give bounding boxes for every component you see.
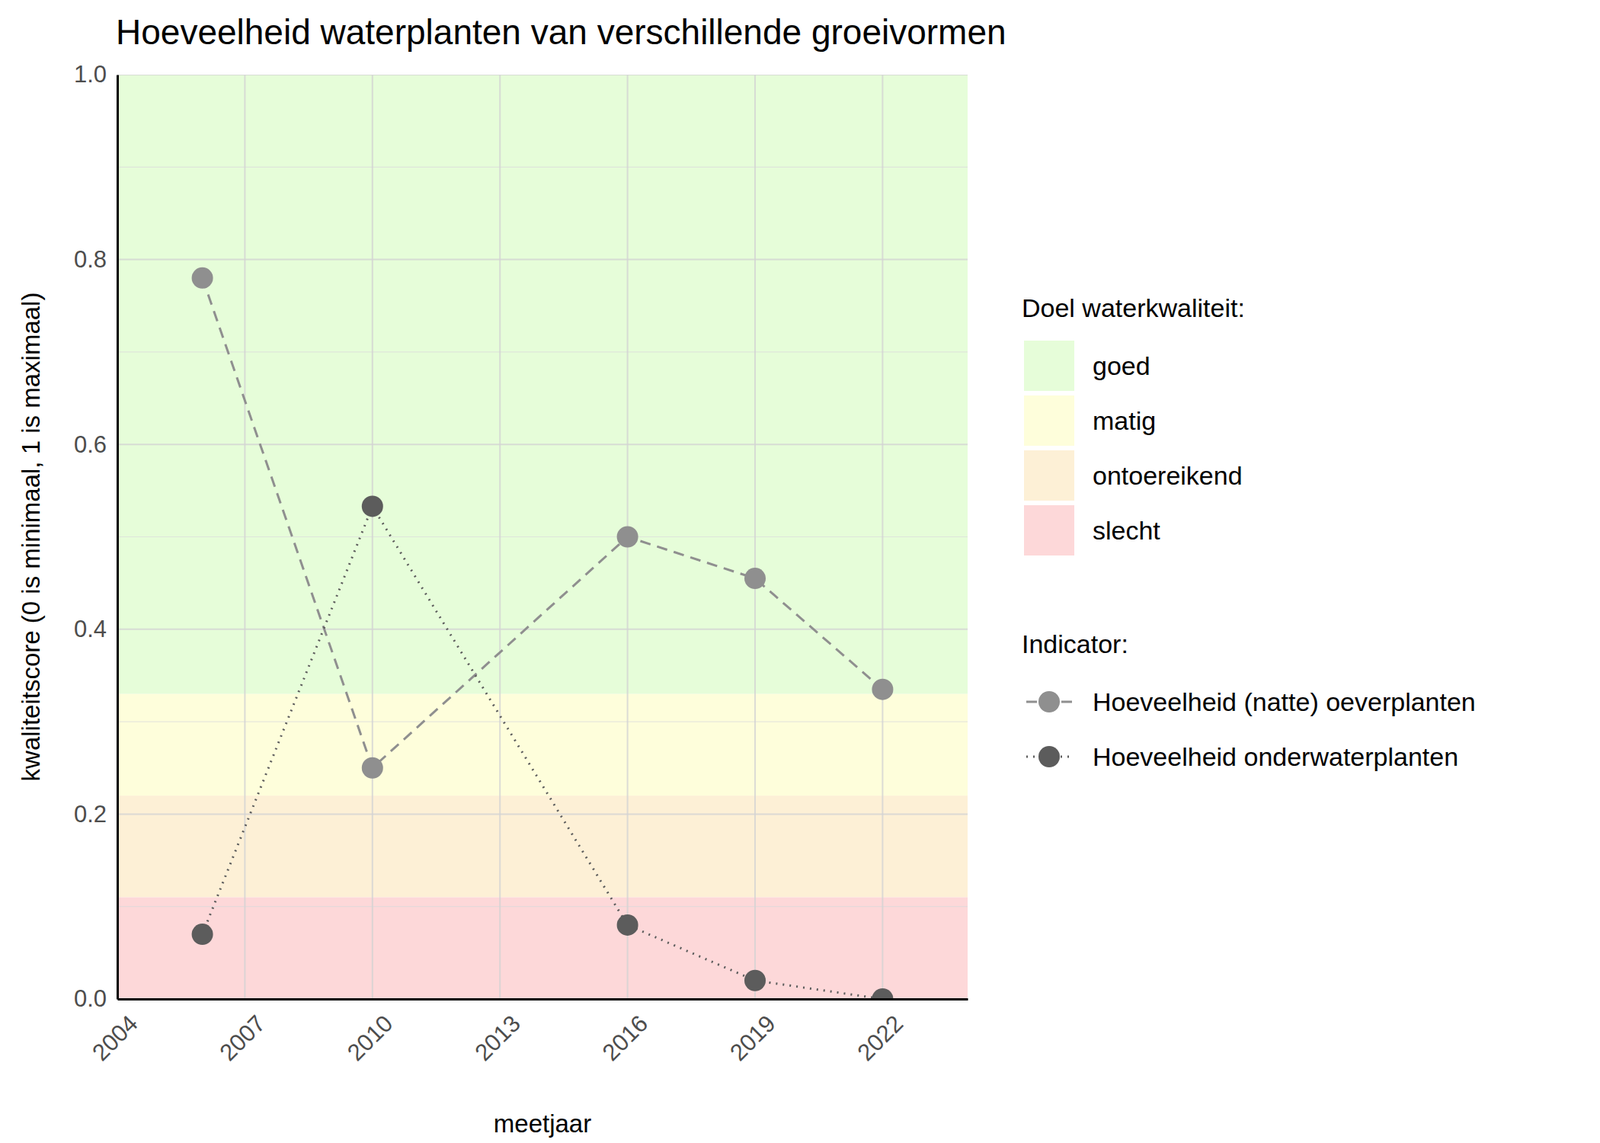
legend-label: Hoeveelheid (natte) oeverplanten [1092, 687, 1476, 717]
y-tick: 1.0 [73, 60, 118, 88]
legend-key [1024, 395, 1075, 446]
x-tick: 2004 [86, 998, 144, 1066]
y-tick: 0.8 [73, 246, 118, 273]
y-axis-title: kwaliteitscore (0 is minimaal, 1 is maxi… [16, 292, 45, 782]
y-tick: 0.6 [73, 431, 118, 458]
legend-label: matig [1092, 406, 1156, 436]
data-point [744, 969, 766, 992]
x-tick-label: 2004 [86, 1009, 144, 1066]
series-line [202, 278, 884, 768]
grid [117, 74, 968, 999]
x-axis: 2004 2007 2010 2013 2016 2019 2022 [86, 998, 968, 1066]
legend-label: goed [1092, 351, 1151, 381]
series-line [202, 505, 884, 999]
y-tick: 0.2 [73, 800, 118, 828]
y-tick-label: 0.6 [73, 431, 107, 458]
legend-key-marker [1038, 691, 1060, 713]
legend-key [1024, 450, 1075, 501]
legend-key-marker [1038, 745, 1060, 768]
x-axis-title: meetjaar [493, 1109, 592, 1138]
x-tick-label: 2007 [214, 1009, 272, 1066]
data-point [361, 757, 384, 779]
data-point [871, 678, 893, 701]
data-point [744, 567, 766, 589]
x-tick: 2007 [214, 998, 272, 1066]
data-point [361, 495, 384, 517]
legend-label: Hoeveelheid onderwaterplanten [1092, 742, 1459, 772]
title: Hoeveelheid waterplanten van verschillen… [115, 12, 1007, 52]
x-tick: 2010 [342, 998, 399, 1066]
x-tick: 2016 [597, 998, 654, 1066]
x-tick: 2019 [724, 998, 781, 1066]
legend-key [1024, 505, 1075, 556]
y-axis: 0.0 0.2 0.4 0.6 0.8 1.0 [73, 60, 119, 1012]
legend: Doel waterkwaliteit: goed matig ontoereiken… [1021, 293, 1476, 772]
data-point [871, 988, 893, 999]
data-point [192, 267, 214, 289]
grid-line [243, 74, 246, 999]
y-tick: 0.0 [73, 985, 118, 1012]
x-axis-line [118, 998, 969, 1001]
grid-line [754, 74, 756, 999]
x-tick-label: 2010 [342, 1009, 399, 1066]
y-axis-line [116, 75, 119, 1000]
grid-line [881, 74, 884, 999]
plot: 0.00.20.40.60.81.02004200720102013201620… [73, 60, 969, 1066]
y-tick-label: 0.2 [73, 800, 107, 828]
x-tick-label: 2016 [597, 1009, 654, 1066]
y-tick-label: 1.0 [73, 60, 107, 88]
grid-line [499, 74, 501, 999]
legend-key [1024, 340, 1075, 391]
legend-title: Doel waterkwaliteit: [1021, 293, 1245, 323]
y-tick-label: 0.4 [73, 615, 107, 643]
plot-area [117, 74, 968, 999]
legend-label: ontoereikend [1092, 460, 1243, 490]
x-tick: 2013 [469, 998, 526, 1066]
x-tick: 2022 [852, 998, 909, 1066]
y-tick-label: 0.8 [73, 246, 107, 273]
x-tick-label: 2022 [852, 1009, 909, 1066]
grid-line [117, 74, 119, 999]
chart: 0.00.20.40.60.81.02004200720102013201620… [0, 0, 1600, 1143]
grid-line [371, 74, 374, 999]
legend-label: slecht [1092, 515, 1161, 545]
y-tick: 0.4 [73, 615, 118, 643]
data-point [192, 923, 214, 945]
y-tick-label: 0.0 [73, 985, 107, 1012]
legend-title: Indicator: [1021, 629, 1129, 659]
x-tick-label: 2013 [469, 1009, 526, 1066]
x-tick-label: 2019 [724, 1009, 781, 1066]
data-point [617, 526, 639, 548]
data-point [617, 914, 639, 936]
grid-line [117, 998, 968, 999]
